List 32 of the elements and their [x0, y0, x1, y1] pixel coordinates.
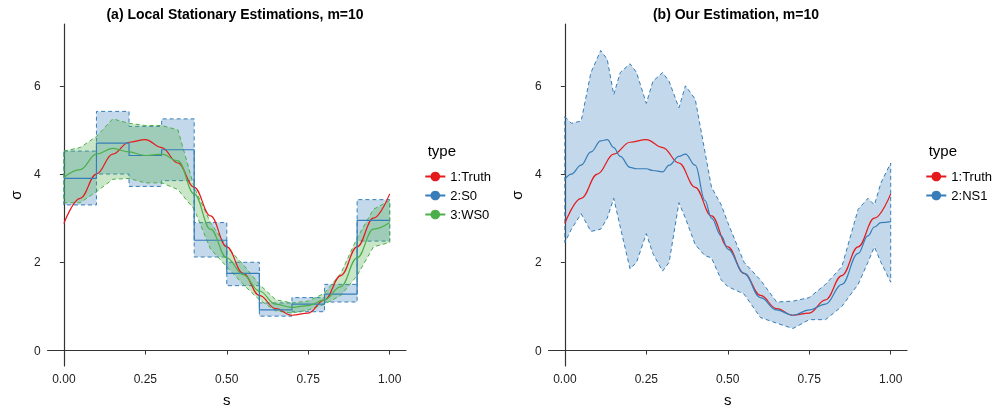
x-tick-label: 0.25 [133, 372, 158, 386]
x-tick-label: 0.25 [634, 372, 659, 386]
y-tick-label: 4 [33, 167, 41, 182]
y-tick-label: 6 [33, 78, 41, 93]
y-tick-label: 6 [534, 78, 542, 93]
y-axis-title: σ [7, 189, 24, 200]
chart-title: (a) Local Stationary Estimations, m=10 [106, 6, 364, 22]
line-series [564, 139, 892, 316]
legend-title: type [928, 142, 958, 159]
x-tick-label: 0.00 [553, 372, 577, 386]
legend-label: 2:NS1 [951, 188, 988, 203]
y-tick-label: 0 [534, 343, 542, 358]
legend-label: 2:S0 [450, 188, 478, 203]
legend-label: 1:Truth [951, 169, 992, 184]
y-tick-label: 2 [33, 255, 41, 270]
x-axis-title: s [724, 391, 732, 408]
x-axis-title: s [223, 391, 231, 408]
x-tick-label: 0.50 [215, 372, 239, 386]
y-tick-label: 4 [534, 167, 542, 182]
y-tick-label: 2 [534, 255, 542, 270]
x-tick-label: 1.00 [378, 372, 402, 386]
chart-title: (b) Our Estimation, m=10 [652, 6, 820, 22]
y-tick-label: 0 [33, 343, 41, 358]
legend-title: type [427, 142, 457, 159]
x-tick-label: 0.75 [797, 372, 822, 386]
x-tick-label: 0.00 [52, 372, 76, 386]
x-tick-label: 1.00 [879, 372, 903, 386]
x-tick-label: 0.75 [296, 372, 321, 386]
x-tick-label: 0.50 [716, 372, 740, 386]
y-axis-title: σ [508, 189, 525, 200]
legend-label: 1:Truth [450, 169, 491, 184]
legend-label: 3:WS0 [450, 207, 490, 222]
